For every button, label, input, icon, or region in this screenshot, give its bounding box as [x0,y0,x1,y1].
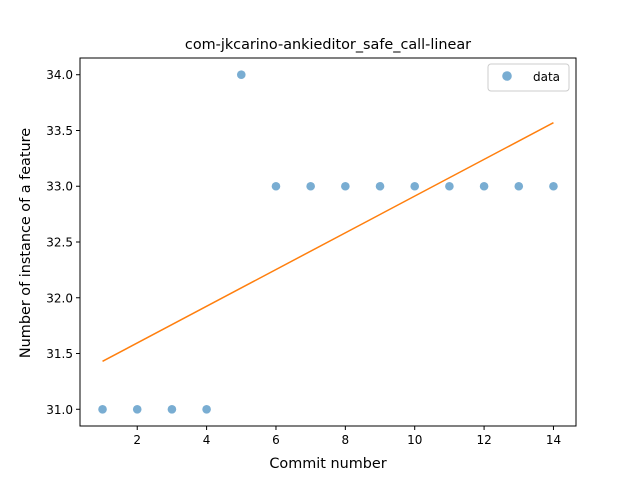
data-point [479,181,489,191]
data-point [341,181,350,191]
data-point [236,70,246,80]
legend-frame [487,63,570,92]
legend: data [487,63,570,92]
y-tick-label: 33.5 [46,124,73,138]
legend-marker-data [502,71,512,81]
y-tick-label: 33.0 [46,180,73,194]
data-point [549,181,558,191]
data-point [514,181,524,191]
chart-title: com-jkcarino-ankieditor_safe_call-linear [185,37,471,53]
x-tick-label: 6 [272,433,280,447]
legend-label-data: data [533,70,560,84]
y-tick-label: 32.0 [46,291,73,305]
x-tick-label: 4 [203,433,211,447]
y-tick-label: 31.0 [46,403,73,417]
y-tick-label: 31.5 [46,347,73,361]
data-point [167,404,177,414]
y-axis-label: Number of instance of a feature [18,128,34,358]
y-tick-label: 34.0 [46,68,73,82]
data-point [375,181,385,191]
data-point [202,404,211,414]
data-point [132,404,142,414]
axes: 2 4 6 8 10 12 14 31.0 31.5 32.0 32.5 33.0 33.5 34.0 [46,57,577,447]
data-point [271,181,281,191]
x-tick-label: 14 [546,433,561,447]
x-tick-label: 10 [407,433,422,447]
x-axis-label: Commit number [269,456,386,472]
data-point [306,181,315,191]
data-point [410,181,420,191]
x-tick-label: 8 [342,433,350,447]
x-tick-label: 2 [133,433,141,447]
fit-line [102,122,554,362]
data-point [98,404,107,414]
data-point [445,181,454,191]
plot-marks [98,70,558,414]
x-tick-label: 12 [476,433,491,447]
y-tick-label: 32.5 [46,236,73,250]
